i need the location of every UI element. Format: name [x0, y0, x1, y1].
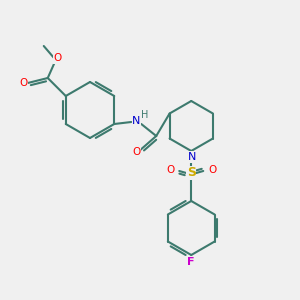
Text: N: N — [188, 152, 196, 162]
Text: O: O — [166, 165, 174, 175]
Text: F: F — [188, 257, 195, 267]
Text: O: O — [208, 165, 216, 175]
Text: O: O — [20, 78, 28, 88]
Text: O: O — [54, 53, 62, 63]
Text: N: N — [132, 116, 140, 126]
Text: O: O — [132, 147, 140, 157]
Text: S: S — [187, 167, 196, 179]
Text: H: H — [141, 110, 148, 120]
